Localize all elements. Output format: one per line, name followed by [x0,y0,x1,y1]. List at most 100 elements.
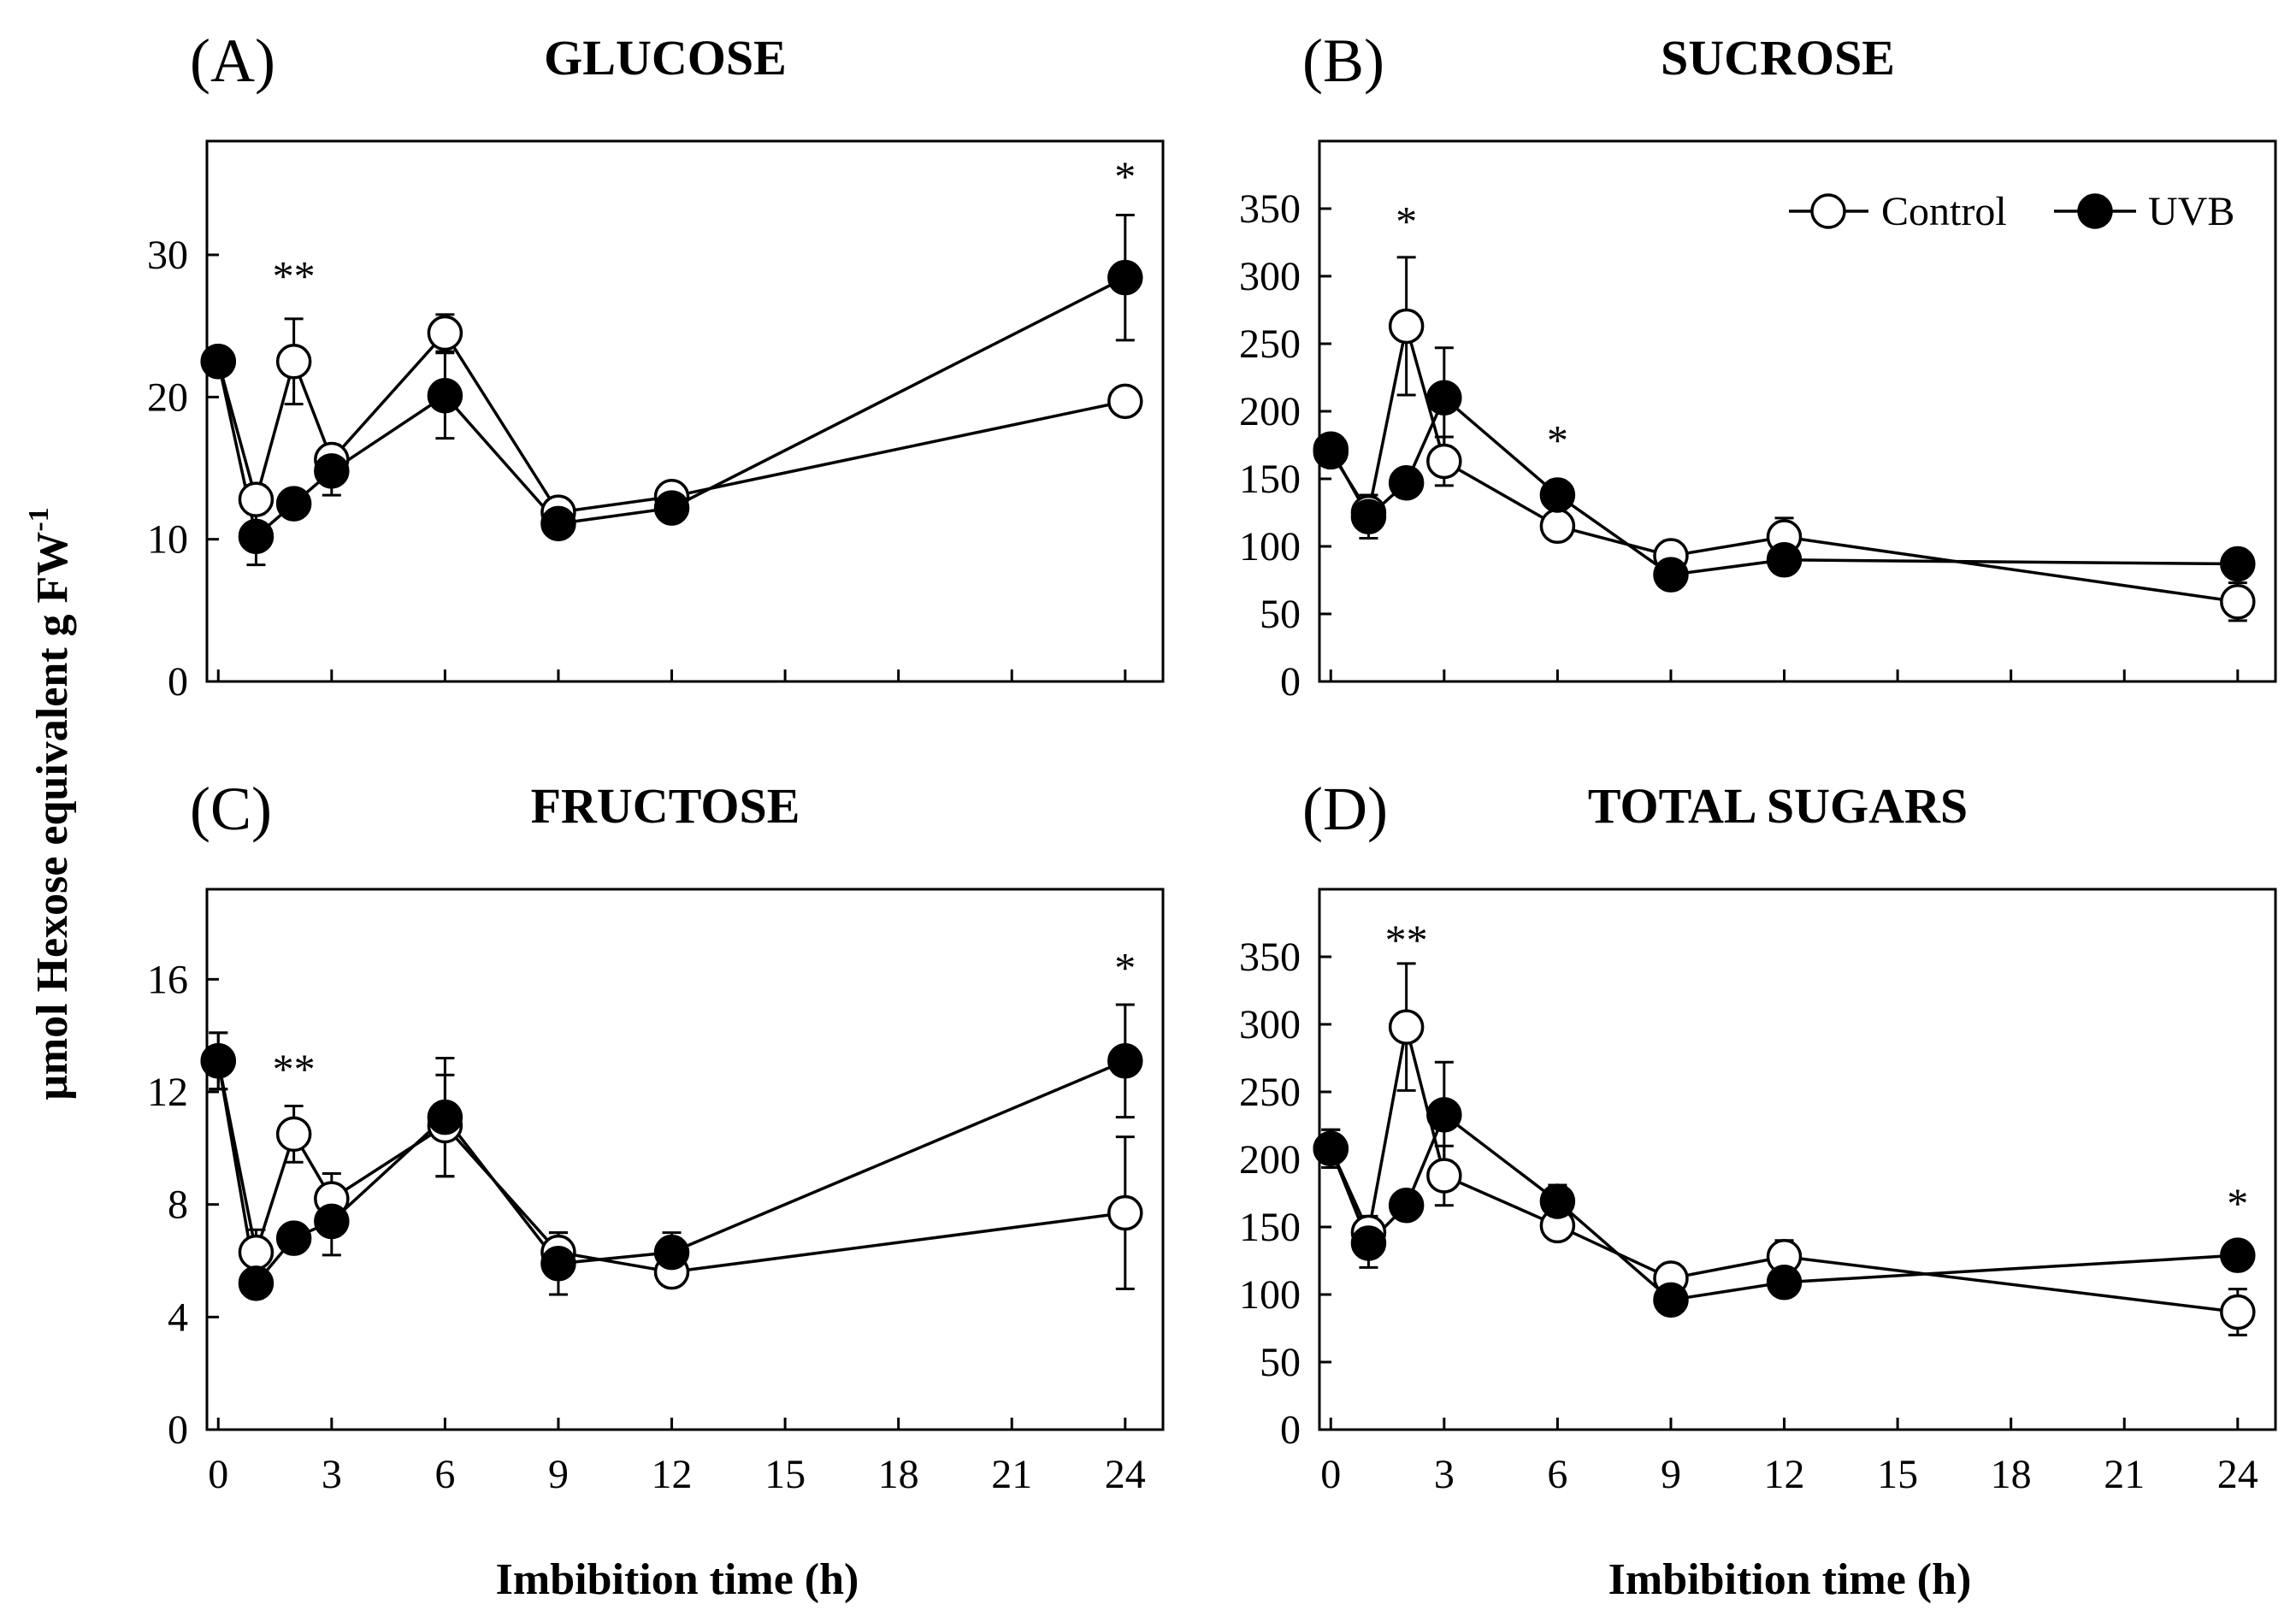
data-point-control [1107,1194,1143,1231]
data-point-uvb [238,1265,274,1301]
y-tick-label: 16 [147,957,188,1002]
data-point-uvb [540,1246,576,1282]
y-tick-label: 100 [1239,524,1301,569]
significance-marker: ** [273,252,316,300]
data-point-uvb [1388,464,1425,501]
significance-marker: * [1396,198,1417,245]
x-tick-label: 24 [2217,1452,2258,1497]
panel-title: GLUCOSE [544,30,787,86]
panel-title: FRUCTOSE [531,778,800,834]
data-point-uvb [1107,259,1143,296]
data-point-uvb [1539,1183,1576,1219]
legend-label-uvb: UVB [2148,189,2234,234]
x-tick-label: 21 [2104,1452,2145,1497]
data-point-control [1388,308,1425,345]
plot-frame [1318,139,2277,683]
x-tick-label: 0 [208,1452,228,1497]
data-point-uvb [275,486,312,522]
data-point-uvb [275,1220,312,1256]
data-point-uvb [1766,542,1803,578]
y-tick-label: 150 [1239,457,1301,502]
data-point-uvb [200,344,237,380]
y-tick-label: 0 [1280,659,1301,705]
x-tick-label: 3 [1434,1452,1455,1497]
y-tick-label: 10 [147,517,188,563]
data-point-uvb [238,518,274,555]
data-point-uvb [1539,477,1576,513]
x-tick-label: 18 [1991,1452,2032,1497]
data-point-control [238,481,274,517]
y-tick-label: 350 [1239,935,1301,980]
significance-marker: * [2227,1179,2248,1227]
plot-frame [1318,888,2277,1431]
y-tick-label: 0 [168,659,188,705]
x-tick-label: 24 [1105,1452,1146,1497]
y-tick-label: 300 [1239,1002,1301,1047]
y-tick-label: 4 [168,1295,188,1340]
significance-marker: * [1114,152,1136,200]
panel-letter: (B) [1302,27,1384,95]
series-line [1329,1026,2239,1314]
data-point-control [1388,1009,1425,1045]
data-point-uvb [540,505,576,542]
y-tick-label: 150 [1239,1205,1301,1250]
x-tick-label: 12 [652,1452,693,1497]
x-tick-label: 15 [764,1452,806,1497]
data-point-uvb [1426,380,1462,416]
data-point-control [238,1234,274,1271]
data-point-uvb [1313,1130,1349,1167]
data-point-uvb [1388,1187,1425,1224]
x-tick-label: 6 [434,1452,455,1497]
data-point-control [275,1116,312,1153]
data-point-uvb [1426,1097,1462,1133]
panel-title: SUCROSE [1661,30,1895,86]
significance-marker: ** [1385,916,1428,964]
panel-letter: (A) [190,27,275,95]
data-point-control [1107,383,1143,420]
data-point-control [1426,1158,1462,1194]
data-point-uvb [653,1234,690,1271]
legend-marker-control [1810,193,1846,229]
y-tick-label: 12 [147,1070,188,1115]
data-point-uvb [1313,431,1349,467]
y-axis-title: μmol Hexose equivalent g FW-1 [23,507,77,1100]
y-tick-label: 250 [1239,321,1301,367]
legend-label-control: Control [1881,189,2007,234]
x-tick-label: 21 [991,1452,1032,1497]
y-tick-label: 200 [1239,1137,1301,1183]
x-tick-label: 3 [322,1452,342,1497]
x-axis-title: Imbibition time (h) [1608,1555,1972,1604]
panel-c: (C) FRUCTOSE 0 4 8 12 16 0 3 6 9 12 15 18 21 24 Imbibiti… [147,775,1165,1604]
series-line [216,330,1126,514]
x-axis-title: Imbibition time (h) [496,1555,859,1604]
y-tick-label: 100 [1239,1272,1301,1318]
data-point-control [2220,584,2256,620]
data-point-uvb [1107,1043,1143,1079]
significance-marker: * [1547,416,1568,464]
data-point-uvb [2220,546,2256,582]
series-line [1329,325,2239,604]
data-point-control [1539,508,1576,545]
data-point-uvb [314,453,350,489]
y-tick-label: 8 [168,1183,188,1228]
panel-letter: (C) [190,775,272,843]
legend: Control UVB [1789,189,2234,234]
y-tick-label: 20 [147,375,188,420]
x-tick-label: 15 [1877,1452,1918,1497]
plot-frame [205,139,1165,683]
data-point-control [427,315,463,351]
x-tick-label: 9 [1661,1452,1681,1497]
y-tick-label: 50 [1260,1340,1301,1385]
data-point-uvb [1766,1265,1803,1301]
significance-marker: ** [273,1045,316,1093]
panel-title: TOTAL SUGARS [1588,778,1968,834]
plot-frame [205,888,1165,1431]
panel-b: (B) SUCROSE 0 50 100 150 200 250 300 350 * * Control… [1239,27,2277,705]
y-tick-label: 30 [147,233,188,278]
legend-marker-uvb [2077,193,2113,229]
y-tick-label: 350 [1239,186,1301,232]
data-point-uvb [200,1043,237,1079]
